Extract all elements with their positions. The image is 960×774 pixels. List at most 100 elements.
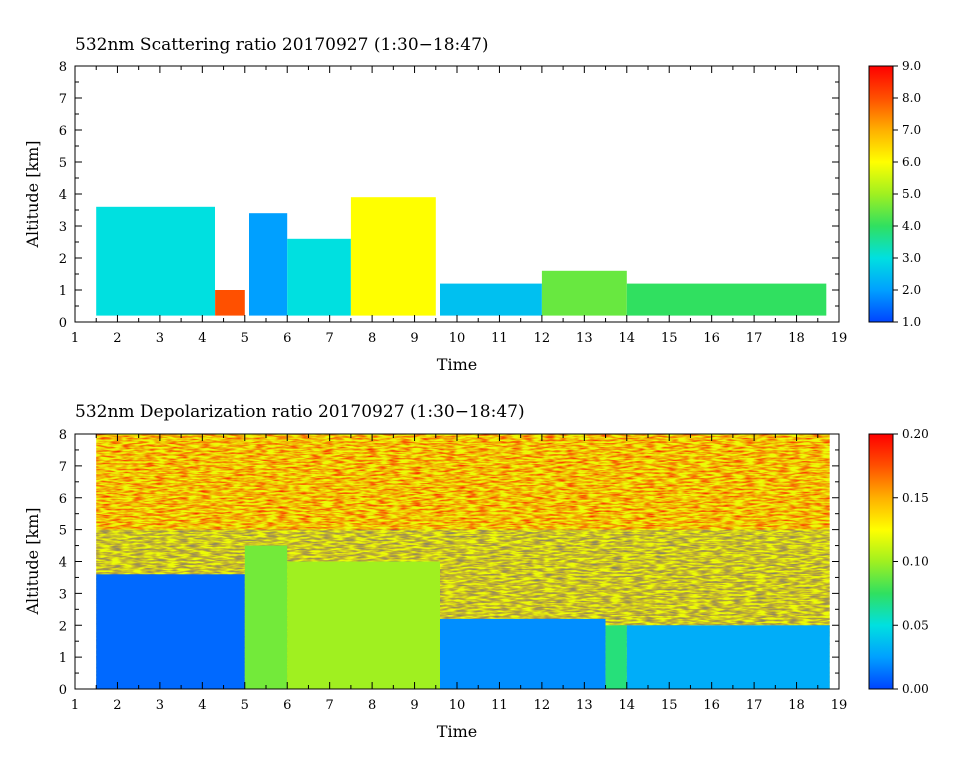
x-tick-label: 19	[831, 331, 848, 346]
y-tick-label: 3	[59, 220, 67, 235]
y-tick-label: 8	[59, 428, 67, 443]
x-tick-label: 11	[491, 698, 508, 713]
depolarization-layer-2	[287, 561, 440, 689]
x-tick-label: 19	[831, 698, 848, 713]
colorbar-tick-label: 0.05	[902, 618, 929, 632]
x-tick-label: 1	[71, 331, 79, 346]
colorbar-tick-label: 0.20	[902, 427, 929, 441]
scattering-layer-6	[541, 270, 627, 316]
x-tick-label: 18	[788, 331, 805, 346]
x-tick-label: 7	[326, 331, 334, 346]
depolarization-panel: 532nm Depolarization ratio 20170927 (1:3…	[23, 402, 929, 741]
x-tick-label: 14	[619, 698, 636, 713]
depolarization-layer-5	[626, 625, 830, 690]
depolarization-layer-1	[244, 545, 288, 689]
scattering-layer-1	[215, 290, 245, 316]
scattering-layer-3	[287, 238, 351, 316]
x-tick-label: 8	[368, 698, 376, 713]
x-tick-label: 9	[410, 698, 418, 713]
y-tick-label: 4	[59, 556, 67, 571]
colorbar-gradient	[868, 65, 894, 323]
x-tick-label: 1	[71, 698, 79, 713]
scattering-layer-4	[350, 197, 436, 316]
scattering-layer-2	[249, 213, 288, 316]
scattering-panel: 532nm Scattering ratio 20170927 (1:30−18…	[23, 35, 921, 374]
scattering-xlabel: Time	[437, 355, 477, 374]
x-tick-label: 10	[449, 698, 466, 713]
colorbar-tick-label: 0.00	[902, 682, 929, 696]
y-tick-label: 6	[59, 492, 67, 507]
x-tick-label: 15	[661, 331, 678, 346]
y-tick-label: 0	[59, 316, 67, 331]
colorbar-tick-label: 5.0	[902, 187, 921, 201]
y-tick-label: 1	[59, 284, 67, 299]
y-tick-label: 2	[59, 619, 67, 634]
y-tick-label: 1	[59, 651, 67, 666]
depolarization-plot-area	[96, 434, 830, 690]
y-tick-label: 4	[59, 188, 67, 203]
x-tick-label: 4	[198, 331, 206, 346]
scattering-title: 532nm Scattering ratio 20170927 (1:30−18…	[75, 35, 489, 55]
colorbar-tick-label: 8.0	[902, 91, 921, 105]
x-tick-label: 15	[661, 698, 678, 713]
x-tick-label: 12	[534, 698, 551, 713]
x-tick-label: 9	[410, 331, 418, 346]
x-tick-label: 3	[156, 698, 164, 713]
x-tick-label: 5	[241, 331, 249, 346]
y-tick-label: 3	[59, 587, 67, 602]
x-tick-label: 6	[283, 698, 291, 713]
colorbar-tick-label: 0.10	[902, 555, 929, 569]
x-tick-label: 16	[703, 331, 720, 346]
colorbar-tick-label: 9.0	[902, 59, 921, 73]
x-tick-label: 12	[534, 331, 551, 346]
scattering-colorbar: 1.0 2.0 3.0 4.0 5.0 6.0 7.0 8.0 9.0	[868, 59, 921, 329]
y-tick-label: 7	[59, 460, 67, 475]
colorbar-tick-label: 7.0	[902, 123, 921, 137]
depolarization-layer-4	[605, 625, 627, 690]
depolarization-colorbar: 0.00 0.05 0.10 0.15 0.20	[868, 427, 929, 696]
x-tick-label: 14	[619, 331, 636, 346]
colorbar-gradient	[868, 433, 894, 690]
scattering-layer-7	[626, 283, 827, 316]
y-tick-label: 5	[59, 156, 67, 171]
depolarization-layer-0	[96, 574, 245, 690]
x-tick-label: 4	[198, 698, 206, 713]
x-tick-label: 2	[113, 698, 121, 713]
depolarization-title: 532nm Depolarization ratio 20170927 (1:3…	[75, 402, 525, 422]
y-tick-label: 7	[59, 92, 67, 107]
scattering-layer-0	[96, 206, 215, 316]
x-tick-label: 13	[576, 698, 593, 713]
colorbar-tick-label: 0.15	[902, 491, 929, 505]
colorbar-tick-label: 2.0	[902, 283, 921, 297]
x-tick-label: 13	[576, 331, 593, 346]
x-tick-label: 5	[241, 698, 249, 713]
depolarization-xlabel: Time	[437, 722, 477, 741]
x-tick-label: 17	[746, 698, 763, 713]
y-tick-label: 6	[59, 124, 67, 139]
x-tick-label: 18	[788, 698, 805, 713]
depolarization-layer-3	[440, 618, 606, 689]
colorbar-tick-label: 6.0	[902, 155, 921, 169]
x-tick-label: 16	[703, 698, 720, 713]
x-tick-label: 6	[283, 331, 291, 346]
scattering-plot-area	[96, 197, 827, 316]
x-tick-label: 2	[113, 331, 121, 346]
x-tick-label: 10	[449, 331, 466, 346]
colorbar-tick-label: 1.0	[902, 315, 921, 329]
x-tick-label: 7	[326, 698, 334, 713]
x-tick-label: 3	[156, 331, 164, 346]
colorbar-tick-label: 4.0	[902, 219, 921, 233]
x-tick-label: 11	[491, 331, 508, 346]
y-tick-label: 2	[59, 252, 67, 267]
y-tick-label: 5	[59, 524, 67, 539]
depolarization-ylabel: Altitude [km]	[23, 507, 42, 615]
scattering-layer-5	[440, 283, 542, 316]
y-tick-label: 8	[59, 60, 67, 75]
y-tick-label: 0	[59, 683, 67, 698]
x-tick-label: 17	[746, 331, 763, 346]
scattering-ylabel: Altitude [km]	[23, 140, 42, 248]
